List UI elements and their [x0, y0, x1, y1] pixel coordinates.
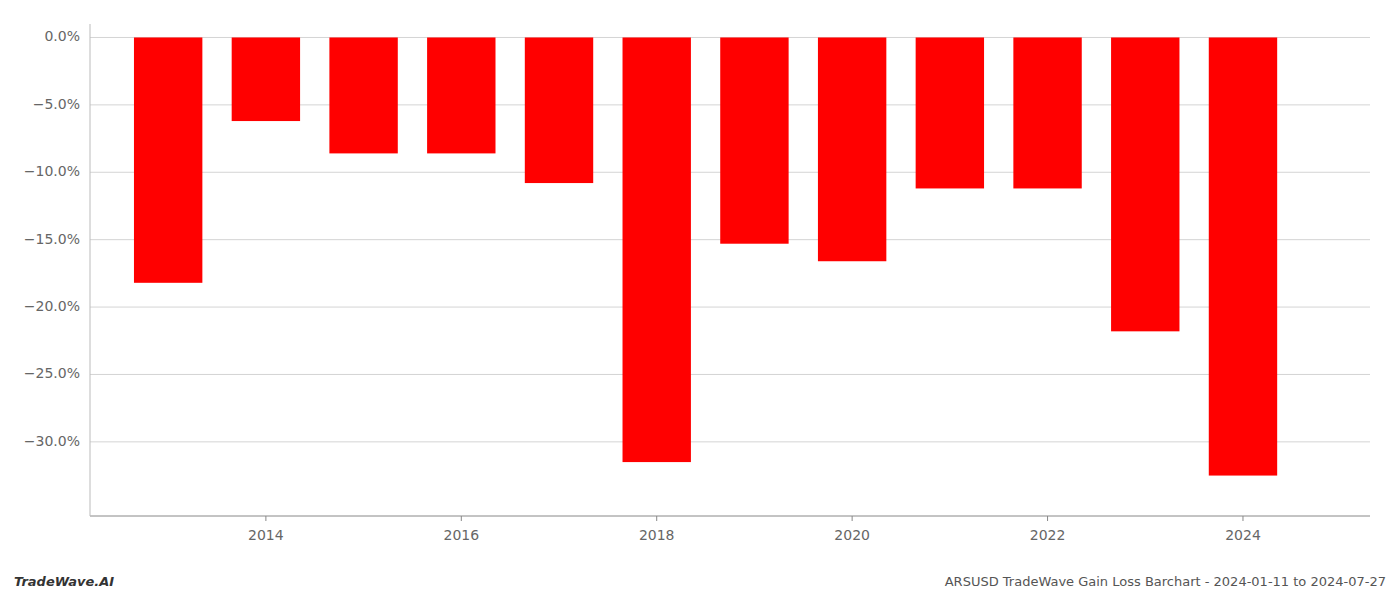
x-tick-label: 2022 — [1030, 527, 1066, 543]
grid-line — [90, 441, 1370, 442]
bar — [232, 37, 300, 121]
x-tick — [656, 516, 657, 521]
y-tick-label: −10.0% — [24, 163, 80, 179]
x-tick — [1242, 516, 1243, 521]
x-tick-label: 2016 — [443, 527, 479, 543]
y-tick-label: −15.0% — [24, 231, 80, 247]
x-axis-line — [90, 516, 1370, 517]
x-tick-label: 2014 — [248, 527, 284, 543]
bar — [916, 37, 984, 188]
bar — [134, 37, 202, 282]
grid-line — [90, 374, 1370, 375]
footer: TradeWave.AI — [14, 574, 114, 589]
bar — [525, 37, 593, 183]
chart: 0.0% −5.0% −10.0% −15.0% −20.0% −25.0% −30.0% 2… — [0, 0, 1400, 600]
y-tick-label: 0.0% — [44, 28, 80, 44]
y-tick-label: −5.0% — [33, 96, 80, 112]
grid — [90, 37, 1370, 441]
x-tick — [461, 516, 462, 521]
bars — [134, 37, 1277, 475]
x-tick — [852, 516, 853, 521]
page: {"chart_data": {"type": "bar", "title": … — [0, 0, 1400, 600]
x-tick-label: 2020 — [834, 527, 870, 543]
bar — [1209, 37, 1277, 475]
y-axis-line — [90, 24, 91, 516]
x-tick-label: 2024 — [1225, 527, 1261, 543]
bar — [329, 37, 397, 153]
y-tick-label: −25.0% — [24, 365, 80, 381]
y-tick-label: −20.0% — [24, 298, 80, 314]
bar — [720, 37, 788, 243]
x-tick-label: 2018 — [639, 527, 675, 543]
bar — [427, 37, 495, 153]
bar — [1013, 37, 1081, 188]
bar — [818, 37, 886, 261]
bar — [623, 37, 691, 462]
bar — [1111, 37, 1179, 331]
x-tick — [265, 516, 266, 521]
title: ARSUSD TradeWave Gain Loss Barchart - 20… — [945, 574, 1386, 589]
y-tick-label: −30.0% — [24, 433, 80, 449]
x-tick — [1047, 516, 1048, 521]
axes: 0.0% −5.0% −10.0% −15.0% −20.0% −25.0% −30.0% 2… — [24, 24, 1370, 543]
